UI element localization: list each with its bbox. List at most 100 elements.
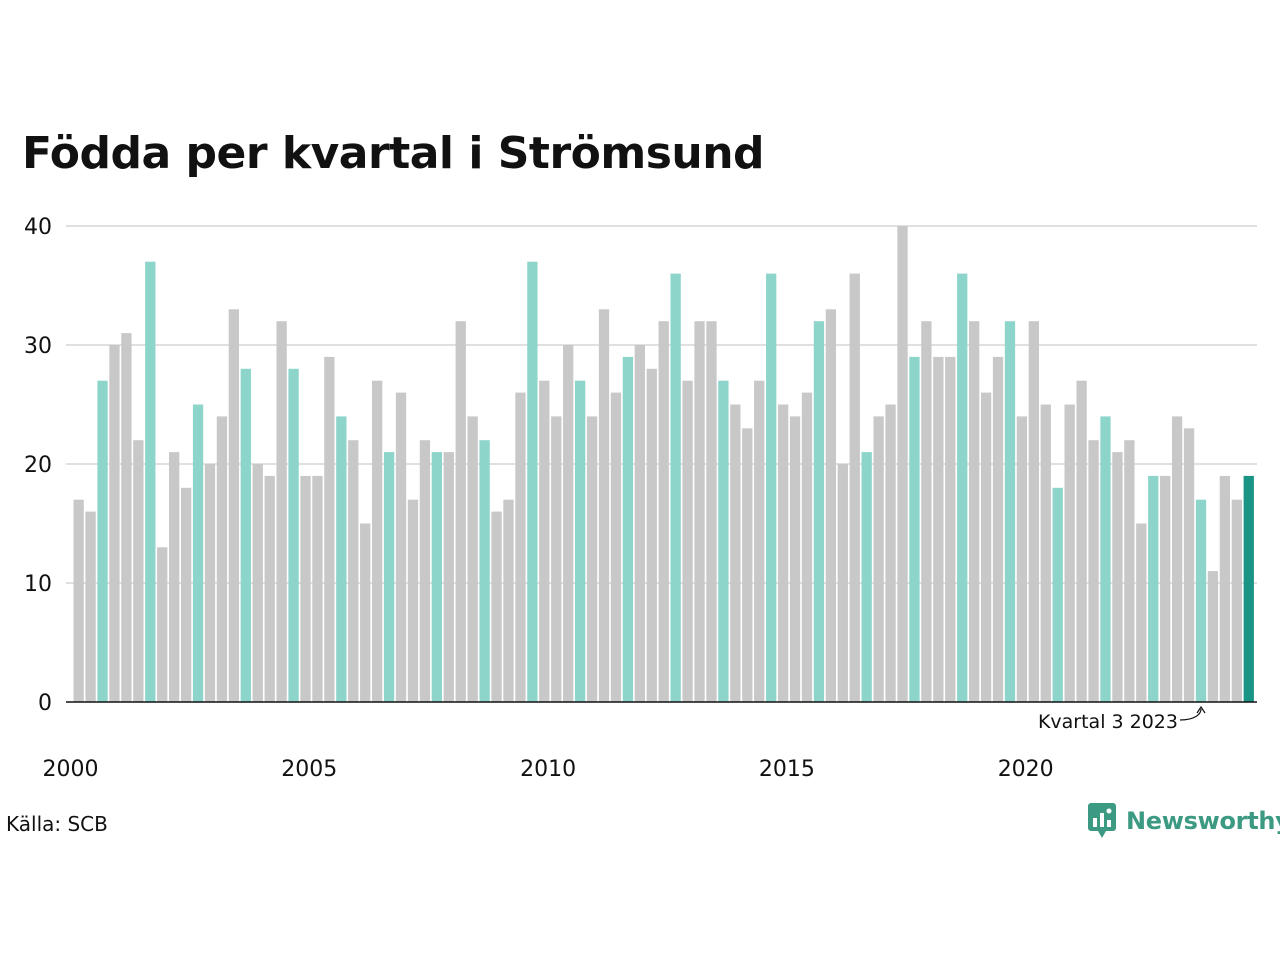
bar-2009-k4 bbox=[539, 380, 550, 702]
bar-2017-k4 bbox=[921, 321, 932, 702]
bar-2017-k3 bbox=[909, 356, 920, 702]
bar-2002-k4 bbox=[204, 464, 216, 702]
bar-2000-k2 bbox=[85, 511, 96, 702]
bar-2013-k1 bbox=[694, 321, 705, 702]
bar-2020-k4 bbox=[1064, 404, 1075, 702]
bar-2000-k4 bbox=[109, 345, 120, 702]
chart-title: Födda per kvartal i Strömsund bbox=[22, 128, 765, 179]
bar-2016-k4 bbox=[873, 416, 884, 702]
bar-2006-k2 bbox=[372, 380, 383, 702]
bar-2018-k2 bbox=[945, 356, 956, 702]
bar-2001-k3 bbox=[145, 261, 156, 702]
y-tick-label: 20 bbox=[24, 453, 52, 478]
bar-2013-k2 bbox=[706, 321, 717, 702]
bar-2017-k1 bbox=[885, 404, 896, 702]
x-tick-label: 2010 bbox=[520, 757, 576, 782]
bar-2005-k1 bbox=[312, 475, 323, 702]
bar-2022-k2 bbox=[1136, 523, 1147, 702]
annotation-arrow bbox=[1179, 708, 1202, 721]
bar-2010-k3 bbox=[574, 380, 586, 702]
bar-2019-k4 bbox=[1016, 416, 1028, 702]
bar-2009-k3 bbox=[527, 261, 538, 702]
bar-2001-k2 bbox=[133, 440, 144, 702]
bar-2022-k3 bbox=[1148, 475, 1159, 702]
newsworthy-chart-bubble-icon bbox=[1088, 803, 1116, 838]
bar-2021-k4 bbox=[1112, 452, 1123, 702]
bar-2016-k1 bbox=[837, 464, 848, 702]
bar-2003-k4 bbox=[252, 464, 263, 702]
bar-2006-k1 bbox=[360, 523, 371, 702]
bar-2001-k4 bbox=[157, 547, 168, 702]
bar-2003-k1 bbox=[216, 416, 228, 702]
bar-2002-k1 bbox=[169, 452, 180, 702]
bar-2007-k2 bbox=[419, 440, 431, 702]
bar-2015-k1 bbox=[789, 416, 801, 702]
bar-2007-k1 bbox=[407, 499, 419, 702]
source-note: Källa: SCB bbox=[6, 812, 108, 836]
bar-2015-k2 bbox=[801, 392, 813, 702]
bar-2018-k1 bbox=[933, 356, 944, 702]
x-axis-labels: 2000 2005 2010 2015 2020 bbox=[43, 757, 1054, 782]
bar-2002-k3 bbox=[192, 404, 204, 702]
bar-2004-k2 bbox=[276, 321, 287, 702]
y-axis-labels: 0 10 20 30 40 bbox=[24, 215, 52, 716]
bar-2002-k2 bbox=[180, 487, 192, 702]
bar-2021-k2 bbox=[1088, 440, 1099, 702]
bar-2023-k2 bbox=[1183, 428, 1195, 702]
bar-2020-k2 bbox=[1040, 404, 1051, 702]
x-tick-label: 2005 bbox=[281, 757, 337, 782]
bar-2001-k1 bbox=[121, 333, 132, 702]
bar-2016-k2 bbox=[849, 273, 860, 702]
bar-2024-k1 bbox=[1219, 475, 1231, 702]
bar-2009-k2 bbox=[515, 392, 526, 702]
bar-2010-k2 bbox=[563, 345, 574, 702]
bar-2008-k1 bbox=[455, 321, 466, 702]
bar-2012-k3 bbox=[670, 273, 681, 702]
bar-2000-k3 bbox=[97, 380, 108, 702]
bar-2008-k4 bbox=[491, 511, 502, 702]
bar-2022-k1 bbox=[1124, 440, 1135, 702]
bar-2005-k2 bbox=[324, 356, 335, 702]
bar-2023-k3 bbox=[1195, 499, 1207, 702]
bar-2018-k3 bbox=[957, 273, 968, 702]
y-tick-label: 0 bbox=[38, 691, 52, 716]
bar-2011-k4 bbox=[634, 345, 645, 702]
bar-2010-k4 bbox=[586, 416, 598, 702]
bar-2007-k3 bbox=[431, 452, 442, 702]
bar-2021-k3 bbox=[1100, 416, 1111, 702]
bar-2019-k3 bbox=[1004, 321, 1016, 702]
bar-2014-k1 bbox=[742, 428, 753, 702]
bar-2011-k2 bbox=[610, 392, 622, 702]
bar-2018-k4 bbox=[969, 321, 980, 702]
logo-text: Newsworthy bbox=[1126, 807, 1280, 835]
bar-2014-k3 bbox=[766, 273, 777, 702]
y-tick-label: 30 bbox=[24, 334, 52, 359]
bar-2016-k3 bbox=[861, 452, 872, 702]
bar-2007-k4 bbox=[443, 452, 454, 702]
bar-2019-k2 bbox=[992, 356, 1004, 702]
bar-2024-k3 bbox=[1243, 475, 1254, 702]
bar-2003-k2 bbox=[228, 309, 240, 702]
bar-2019-k1 bbox=[980, 392, 992, 702]
bar-2000-k1 bbox=[73, 499, 84, 702]
bar-2013-k3 bbox=[718, 380, 729, 702]
bar-2010-k1 bbox=[551, 416, 562, 702]
bar-2015-k4 bbox=[825, 309, 837, 702]
y-tick-label: 40 bbox=[24, 215, 52, 240]
bar-2020-k1 bbox=[1028, 321, 1039, 702]
bar-2005-k4 bbox=[348, 440, 359, 702]
bar-2004-k1 bbox=[264, 475, 275, 702]
bar-2023-k4 bbox=[1207, 571, 1219, 702]
bar-2008-k3 bbox=[479, 440, 490, 702]
bar-2017-k2 bbox=[897, 226, 908, 702]
bar-2012-k1 bbox=[646, 368, 657, 702]
bar-2013-k4 bbox=[730, 404, 741, 702]
bar-2015-k3 bbox=[813, 321, 825, 702]
bar-2021-k1 bbox=[1076, 380, 1087, 702]
bar-2004-k3 bbox=[288, 368, 299, 702]
bar-2009-k1 bbox=[503, 499, 514, 702]
bar-2011-k3 bbox=[622, 356, 634, 702]
bar-2012-k4 bbox=[682, 380, 693, 702]
bar-2014-k2 bbox=[754, 380, 765, 702]
